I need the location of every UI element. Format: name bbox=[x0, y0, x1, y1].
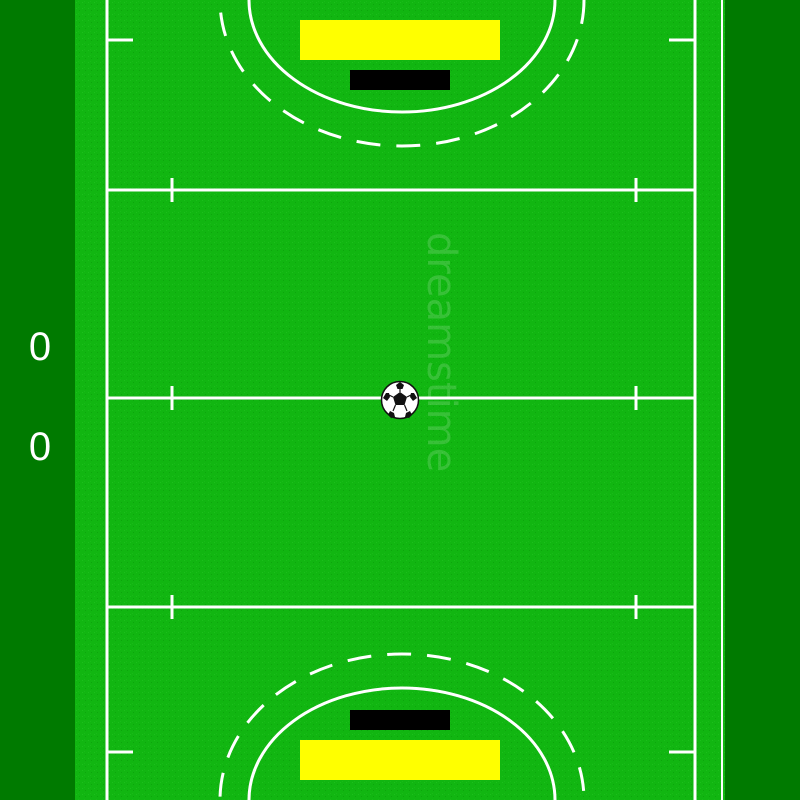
bottom-goal bbox=[300, 740, 500, 780]
watermark-text: dreamstime bbox=[418, 232, 464, 472]
bottom-score: 0 bbox=[28, 425, 52, 469]
top-paddle[interactable] bbox=[350, 70, 450, 90]
top-goal bbox=[300, 20, 500, 60]
soccer-ball-icon[interactable] bbox=[380, 380, 420, 420]
bottom-paddle[interactable] bbox=[350, 710, 450, 730]
top-score: 0 bbox=[28, 325, 52, 369]
